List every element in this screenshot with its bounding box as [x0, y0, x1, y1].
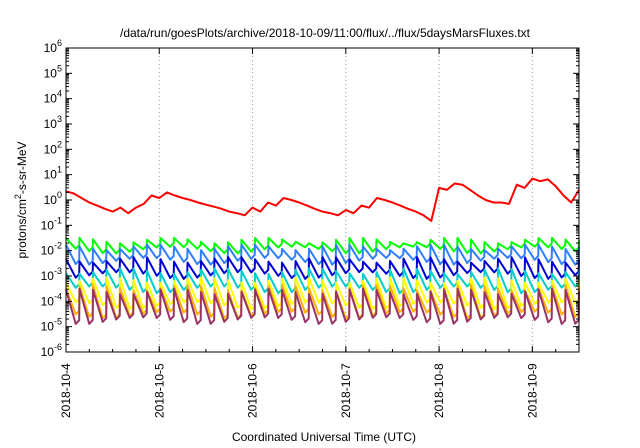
x-axis-title: Coordinated Universal Time (UTC)	[232, 430, 416, 444]
y-tick-label: 10-3	[41, 266, 62, 283]
axes-group	[65, 47, 580, 353]
y-axis-title: protons/cm2-s-sr-MeV	[13, 141, 29, 258]
y-tick-label-exponent: 1	[57, 165, 62, 175]
x-tick-label: 2018-10-5	[152, 363, 166, 418]
y-tick-label: 100	[44, 190, 62, 207]
y-tick-label-base: 10	[41, 294, 55, 308]
x-tick-label: 2018-10-6	[246, 363, 260, 418]
y-tick-label-base: 10	[44, 117, 58, 131]
y-axis-title-prefix: protons/cm	[15, 199, 29, 258]
y-tick-label-exponent: -5	[54, 317, 62, 327]
y-tick-label-base: 10	[41, 244, 55, 258]
y-tick-label: 10-1	[41, 215, 62, 232]
y-tick-label: 102	[44, 139, 62, 156]
y-tick-label-exponent: -2	[54, 241, 62, 251]
x-tick-label-group: 2018-10-9	[525, 363, 539, 418]
chart-title: /data/run/goesPlots/archive/2018-10-09/1…	[120, 26, 531, 40]
y-tick-label-exponent: -1	[54, 215, 62, 225]
y-tick-label-exponent: -3	[54, 266, 62, 276]
series-group	[65, 177, 580, 325]
y-tick-label-base: 10	[41, 269, 55, 283]
series-line	[65, 243, 580, 266]
y-tick-label-base: 10	[41, 345, 55, 359]
x-tick-label: 2018-10-8	[432, 363, 446, 418]
y-tick-label-base: 10	[44, 92, 58, 106]
y-tick-label: 10-6	[41, 342, 62, 359]
series-line	[65, 177, 580, 222]
x-tick-label: 2018-10-7	[339, 363, 353, 418]
y-tick-label-base: 10	[44, 168, 58, 182]
y-tick-label-exponent: 3	[57, 114, 62, 124]
y-tick-label-exponent: 6	[57, 38, 62, 48]
y-tick-label: 106	[44, 38, 62, 55]
x-tick-label-group: 2018-10-7	[339, 363, 353, 418]
x-tick-label: 2018-10-4	[59, 363, 73, 418]
y-tick-label-exponent: 5	[57, 63, 62, 73]
series-line	[65, 287, 580, 325]
y-tick-label-exponent: -6	[54, 342, 62, 352]
y-tick-label-exponent: -4	[54, 291, 62, 301]
y-tick-label: 10-5	[41, 317, 62, 334]
y-tick-label-exponent: 0	[57, 190, 62, 200]
y-axis-title-suffix: -s-sr-MeV	[15, 141, 29, 194]
x-tick-label-group: 2018-10-6	[246, 363, 260, 418]
y-tick-labels: 10-610-510-410-310-210-11001011021031041…	[41, 38, 62, 359]
y-tick-label-base: 10	[41, 320, 55, 334]
y-tick-label: 10-2	[41, 241, 62, 258]
x-tick-label: 2018-10-9	[525, 363, 539, 418]
y-tick-label-base: 10	[41, 218, 55, 232]
x-tick-label-group: 2018-10-8	[432, 363, 446, 418]
x-tick-labels: 2018-10-4 2018-10-5 2018-10-6 2018-10-7 2018…	[59, 363, 539, 418]
y-tick-label: 101	[44, 165, 62, 182]
svg-text:protons/cm2-s-sr-MeV: protons/cm2-s-sr-MeV	[13, 141, 29, 258]
y-tick-label-exponent: 2	[57, 139, 62, 149]
y-axis-title-superscript: 2	[13, 194, 23, 199]
x-tick-label-group: 2018-10-4	[59, 363, 73, 418]
y-tick-label: 103	[44, 114, 62, 131]
y-tick-label: 104	[44, 89, 62, 106]
y-tick-label-base: 10	[44, 193, 58, 207]
y-tick-label: 10-4	[41, 291, 62, 308]
y-tick-label-base: 10	[44, 66, 58, 80]
y-tick-label: 105	[44, 63, 62, 80]
y-tick-label-exponent: 4	[57, 89, 62, 99]
y-tick-label-base: 10	[44, 41, 58, 55]
y-tick-label-base: 10	[44, 142, 58, 156]
x-tick-label-group: 2018-10-5	[152, 363, 166, 418]
